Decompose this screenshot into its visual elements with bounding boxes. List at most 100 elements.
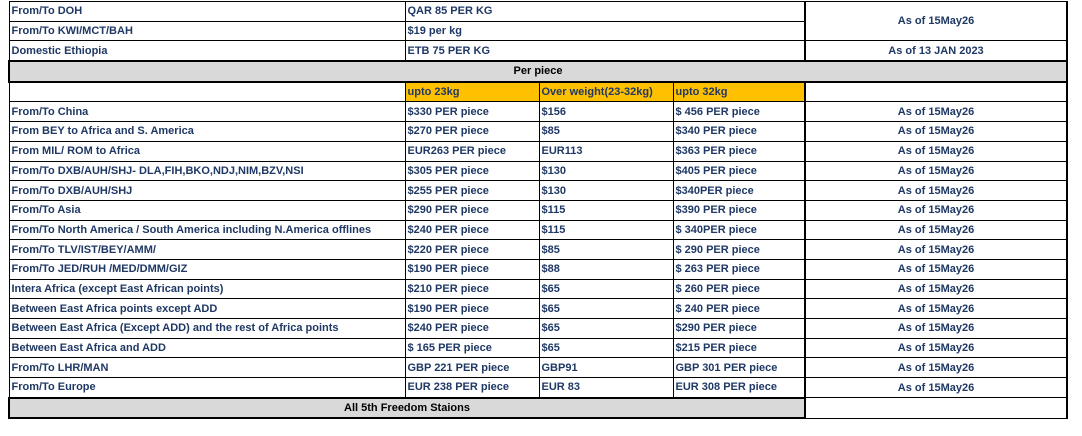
rate-23kg: $290 PER piece (404, 199, 540, 221)
route: From/To DXB/AUH/SHJ- DLA,FIH,BKO,NDJ,NIM… (8, 160, 406, 182)
route: Between East Africa (Except ADD) and the… (8, 318, 406, 339)
footer-title: All 5th Freedom Staions (8, 396, 806, 420)
as-of-date: As of 15May26 (804, 239, 1068, 260)
rate: ETB 75 PER KG (404, 40, 806, 62)
rate-23kg: $220 PER piece (404, 239, 540, 260)
rate-32kg: $405 PER piece (672, 160, 806, 182)
table-row: From/To DXB/AUH/SHJ- DLA,FIH,BKO,NDJ,NIM… (8, 160, 1068, 182)
rate-32kg: $215 PER piece (672, 337, 806, 359)
rate-32kg: $ 340PER piece (672, 219, 806, 241)
route: From/To DXB/AUH/SHJ (8, 180, 406, 201)
route: From/To KWI/MCT/BAH (8, 20, 406, 42)
rate-32kg: $290 PER piece (672, 318, 806, 339)
route: From/To TLV/IST/BEY/AMM/ (8, 239, 406, 260)
table-row: From/To TLV/IST/BEY/AMM/$220 PER piece $8… (8, 239, 1068, 260)
column-header: upto 32kg (672, 81, 806, 103)
route: Between East Africa points except ADD (8, 298, 406, 319)
route: From/To JED/RUH /MED/DMM/GIZ (8, 258, 406, 280)
table-row: From BEY to Africa and S. America $270 PE… (8, 121, 1068, 142)
as-of-date: As of 15May26 (804, 298, 1068, 319)
route: From/To LHR/MAN (8, 357, 406, 379)
as-of-date: As of 15May26 (804, 101, 1068, 123)
rate-32kg: $ 240 PER piece (672, 298, 806, 319)
as-of-date: As of 15May26 (804, 357, 1068, 379)
rate-23kg: EUR 238 PER piece (404, 377, 540, 399)
rate-32kg: $ 260 PER piece (672, 278, 806, 300)
table-row: From/To North America / South America in… (8, 219, 1068, 241)
overweight-rate: $85 (538, 121, 674, 142)
route: From/To China (8, 101, 406, 123)
route: Intera Africa (except East African point… (8, 278, 406, 300)
route: From BEY to Africa and S. America (8, 121, 406, 142)
overweight-rate: $85 (538, 239, 674, 260)
rate-23kg: $330 PER piece (404, 101, 540, 123)
overweight-rate: $115 (538, 219, 674, 241)
table-row: From/To JED/RUH /MED/DMM/GIZ $190 PER pie… (8, 258, 1068, 280)
column-header: Over weight(23-32kg) (538, 81, 674, 103)
overweight-rate: $65 (538, 318, 674, 339)
as-of-date: As of 15May26 (804, 140, 1068, 162)
route: From MIL/ ROM to Africa (8, 140, 406, 162)
rate-32kg: $340PER piece (672, 180, 806, 201)
route: From/To DOH (8, 1, 406, 22)
overweight-rate: $65 (538, 278, 674, 300)
rate-32kg: $ 263 PER piece (672, 258, 806, 280)
table-row: From/To KWI/MCT/BAH $19 per kg (8, 20, 1067, 42)
route: From/To Asia (8, 199, 406, 221)
column-header: upto 23kg (404, 81, 540, 103)
overweight-rate: EUR 83 (538, 377, 674, 399)
as-of-date: As of 15May26 (804, 121, 1068, 142)
overweight-rate: EUR113 (538, 140, 674, 162)
rate-23kg: $240 PER piece (404, 219, 540, 241)
table-row: From/To DXB/AUH/SHJ $255 PER piece $130 $34… (8, 180, 1068, 201)
overweight-rate: $65 (538, 298, 674, 319)
rate-32kg: $363 PER piece (672, 140, 806, 162)
rate-23kg: EUR263 PER piece (404, 140, 540, 162)
table-row: Per piece (8, 60, 1068, 83)
overweight-rate: $115 (538, 199, 674, 221)
overweight-rate: $65 (538, 337, 674, 359)
rate-23kg: $240 PER piece (404, 318, 540, 339)
rate-32kg: $390 PER piece (672, 199, 806, 221)
rate-32kg: $ 290 PER piece (672, 239, 806, 260)
table-row: From/To Europe EUR 238 PER piece EUR 83 EUR… (8, 377, 1068, 399)
rate-23kg: $190 PER piece (404, 258, 540, 280)
as-of-date: As of 15May26 (804, 199, 1068, 221)
table-row: Domestic Ethiopia ETB 75 PER KG As of 13 J… (8, 40, 1068, 62)
empty-cell (804, 397, 1068, 419)
section-title: Per piece (8, 60, 1068, 83)
table-row: Between East Africa (Except ADD) and the… (8, 318, 1068, 339)
overweight-rate: $130 (538, 160, 674, 182)
overweight-rate: GBP91 (538, 357, 674, 379)
table-row: Intera Africa (except East African point… (8, 278, 1068, 300)
rate-23kg: $255 PER piece (404, 180, 540, 201)
table-row: From/To DOH QAR 85 PER KG As of 15May26 (8, 0, 1068, 42)
table-row: From/To China $330 PER piece $156 $ 456 PER… (8, 101, 1068, 123)
table-row: From MIL/ ROM to Africa EUR263 PER piece E… (8, 140, 1068, 162)
as-of-date: As of 15May26 (804, 278, 1068, 300)
as-of-date: As of 15May26 (804, 318, 1068, 339)
as-of-date: As of 15May26 (804, 258, 1068, 280)
table-row: From/To Asia $290 PER piece $115 $390 PER p… (8, 199, 1068, 221)
overweight-rate: $156 (538, 101, 674, 123)
as-of-date: As of 15May26 (804, 0, 1068, 42)
route: Between East Africa and ADD (8, 337, 406, 359)
route: Domestic Ethiopia (8, 40, 406, 62)
as-of-date: As of 13 JAN 2023 (804, 40, 1068, 62)
table-row: upto 23kg Over weight(23-32kg) upto 32kg (8, 81, 1068, 103)
rate-32kg: $340 PER piece (672, 121, 806, 142)
table-row: All 5th Freedom Staions (8, 396, 1068, 420)
as-of-date: As of 15May26 (804, 219, 1068, 241)
rate: $19 per kg (404, 20, 806, 42)
rate-32kg: EUR 308 PER piece (672, 377, 806, 399)
rate-32kg: $ 456 PER piece (672, 101, 806, 123)
empty-cell (8, 81, 406, 103)
table-row: From/To LHR/MAN GBP 221 PER piece GBP91 GBP… (8, 357, 1068, 379)
overweight-rate: $88 (538, 258, 674, 280)
table-body: From/To DOH QAR 85 PER KG As of 15May26 Fro… (8, 0, 1068, 420)
rate-23kg: $210 PER piece (404, 278, 540, 300)
as-of-date: As of 15May26 (804, 377, 1068, 399)
table-row: Between East Africa and ADD $ 165 PER pie… (8, 337, 1068, 359)
as-of-date: As of 15May26 (804, 160, 1068, 182)
